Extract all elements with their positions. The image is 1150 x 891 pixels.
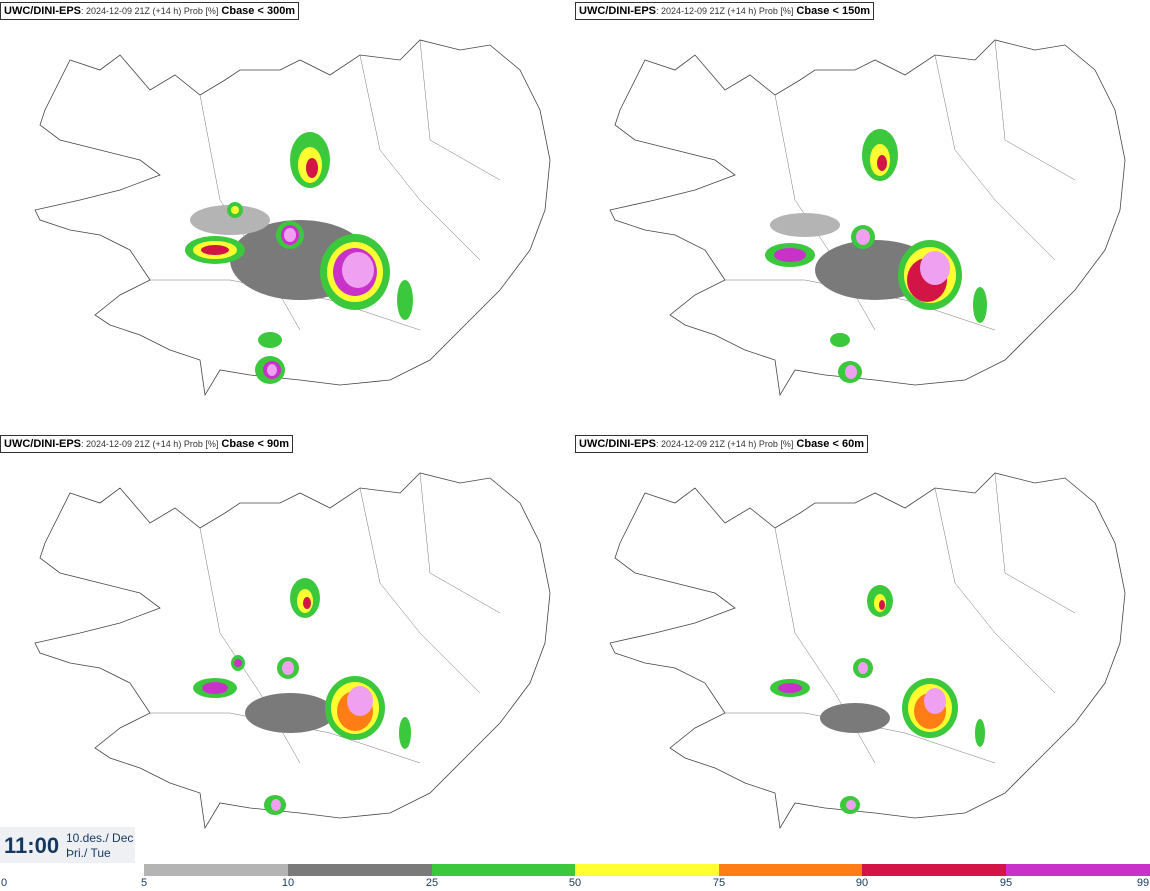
probability-field	[193, 578, 411, 815]
iceland-map	[609, 39, 1126, 397]
coastline	[34, 39, 551, 397]
legend-bin-10-25	[288, 864, 432, 876]
variable-name: Cbase < 90m	[221, 438, 289, 450]
legend-tick-99: 99	[1136, 877, 1150, 889]
coastline	[34, 472, 551, 830]
map-panel-2: UWC/DINI-EPS: 2024-12-09 21Z (+14 h) Pro…	[575, 0, 1150, 430]
panel-title: UWC/DINI-EPS: 2024-12-09 21Z (+14 h) Pro…	[0, 2, 300, 20]
valid-time-box: 11:00 10.des./ Dec Þri./ Tue	[0, 827, 135, 863]
run-info: : 2024-12-09 21Z (+14 h) Prob [%]	[656, 6, 794, 16]
probability-field	[770, 585, 985, 814]
valid-date: 10.des./ Dec	[66, 831, 134, 845]
variable-name: Cbase < 60m	[796, 438, 864, 450]
region-boundaries	[725, 472, 1076, 764]
coastline	[609, 39, 1126, 397]
legend-bin-5-10	[144, 864, 288, 876]
legend-bin-90-95	[862, 864, 1006, 876]
legend-tick-0: 0	[0, 877, 8, 889]
model-name: UWC/DINI-EPS	[579, 5, 656, 17]
color-legend: 0 5 10 25 50 75 90 95 99	[0, 862, 1150, 891]
panel-title: UWC/DINI-EPS: 2024-12-09 21Z (+14 h) Pro…	[575, 2, 875, 20]
run-info: : 2024-12-09 21Z (+14 h) Prob [%]	[656, 439, 794, 449]
panel-title: UWC/DINI-EPS: 2024-12-09 21Z (+14 h) Pro…	[575, 435, 868, 453]
legend-bin-75-90	[719, 864, 862, 876]
legend-bin-50-75	[575, 864, 719, 876]
probability-field	[185, 132, 413, 384]
model-name: UWC/DINI-EPS	[579, 438, 656, 450]
variable-name: Cbase < 300m	[221, 5, 296, 17]
run-info: : 2024-12-09 21Z (+14 h) Prob [%]	[81, 6, 219, 16]
legend-tick-75: 75	[712, 877, 726, 889]
iceland-map	[34, 39, 551, 397]
model-name: UWC/DINI-EPS	[4, 5, 81, 17]
iceland-map	[609, 472, 1126, 830]
legend-tick-10: 10	[281, 877, 295, 889]
model-name: UWC/DINI-EPS	[4, 438, 81, 450]
legend-bin-95-99	[1006, 864, 1150, 876]
legend-bin-25-50	[432, 864, 575, 876]
legend-tick-50: 50	[568, 877, 582, 889]
legend-tick-25: 25	[425, 877, 439, 889]
valid-time-clock: 11:00	[4, 833, 60, 858]
coastline	[609, 472, 1126, 830]
panel-title: UWC/DINI-EPS: 2024-12-09 21Z (+14 h) Pro…	[0, 435, 293, 453]
legend-tick-90: 90	[855, 877, 869, 889]
iceland-map	[34, 472, 551, 830]
legend-tick-5: 5	[140, 877, 148, 889]
variable-name: Cbase < 150m	[796, 5, 871, 17]
map-panel-4: UWC/DINI-EPS: 2024-12-09 21Z (+14 h) Pro…	[575, 433, 1150, 863]
valid-day: Þri./ Tue	[66, 846, 111, 860]
probability-field	[765, 129, 987, 383]
run-info: : 2024-12-09 21Z (+14 h) Prob [%]	[81, 439, 219, 449]
map-panel-3: UWC/DINI-EPS: 2024-12-09 21Z (+14 h) Pro…	[0, 433, 575, 863]
legend-tick-95: 95	[999, 877, 1013, 889]
map-panel-1: UWC/DINI-EPS: 2024-12-09 21Z (+14 h) Pro…	[0, 0, 575, 430]
